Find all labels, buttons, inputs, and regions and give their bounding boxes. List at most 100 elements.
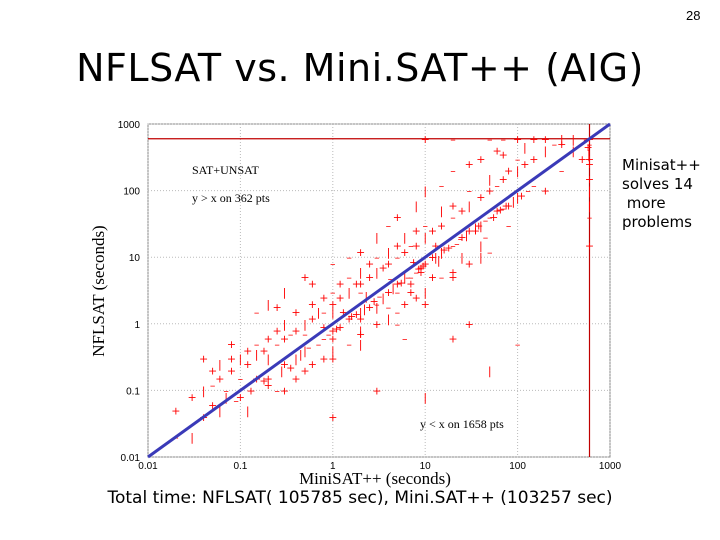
data-point: +: [465, 158, 474, 171]
data-point: +: [308, 278, 317, 291]
data-point: –: [450, 165, 456, 178]
data-point: |: [294, 353, 298, 366]
data-point: +: [412, 239, 421, 252]
data-point: |: [280, 364, 284, 377]
data-point: |: [423, 185, 427, 198]
data-point: –: [587, 211, 593, 224]
x-tick-label: 1: [330, 461, 336, 472]
data-point: +: [328, 298, 337, 311]
data-point: |: [440, 246, 444, 259]
data-point: –: [450, 211, 456, 224]
annotation-lower-1: y < x on 1658 pts: [420, 417, 504, 431]
data-point: +: [485, 185, 494, 198]
y-tick-label: 0.01: [121, 453, 141, 464]
data-point: |: [218, 358, 222, 371]
data-point: –: [388, 272, 394, 285]
x-tick-label: 0.1: [233, 461, 247, 472]
data-point: –: [587, 138, 593, 151]
data-point: |: [512, 195, 516, 208]
data-point: +: [428, 251, 437, 264]
data-point: +: [513, 133, 522, 146]
data-point: +: [465, 258, 474, 271]
data-point: –: [454, 238, 460, 251]
data-point: +: [406, 278, 415, 291]
data-point: |: [331, 306, 335, 319]
data-point: –: [395, 306, 401, 319]
data-point: –: [358, 286, 364, 299]
data-point: +: [365, 271, 374, 284]
data-point: –: [316, 338, 322, 351]
x-tick-label: 0.01: [138, 461, 158, 472]
data-point: |: [403, 231, 407, 244]
data-point: +: [291, 324, 300, 337]
data-point: +: [336, 321, 345, 334]
data-point: –: [487, 246, 493, 259]
data-point: +: [273, 324, 282, 337]
data-point: +: [474, 219, 483, 232]
data-point: +: [501, 199, 510, 212]
data-point: |: [488, 364, 492, 377]
data-point: –: [330, 286, 336, 299]
data-point: –: [233, 395, 239, 408]
data-point: +: [585, 173, 594, 186]
data-point: –: [223, 384, 229, 397]
data-point: +: [236, 391, 245, 404]
data-point: +: [246, 384, 255, 397]
data-point: +: [393, 239, 402, 252]
data-point: +: [406, 286, 415, 299]
data-point: |: [544, 145, 548, 158]
data-point: |: [266, 298, 270, 311]
y-tick-label: 100: [123, 187, 140, 198]
data-point: –: [374, 251, 380, 264]
data-point: –: [254, 306, 260, 319]
data-point: –: [487, 211, 493, 224]
data-point: +: [416, 266, 425, 279]
data-point: |: [423, 391, 427, 404]
data-point: +: [319, 321, 328, 334]
data-point: +: [308, 358, 317, 371]
data-point: –: [346, 271, 352, 284]
data-point: +: [393, 211, 402, 224]
data-point: |: [523, 141, 527, 154]
data-point: |: [434, 251, 438, 264]
data-point: |: [387, 246, 391, 259]
diagonal-segment: [147, 122, 611, 459]
data-point: –: [210, 379, 216, 392]
data-point: |: [202, 384, 206, 397]
data-point: +: [365, 258, 374, 271]
data-point: –: [395, 286, 401, 299]
data-point: –: [422, 219, 428, 232]
data-point: |: [218, 404, 222, 417]
data-point: |: [467, 199, 471, 212]
data-point: –: [531, 179, 537, 192]
data-point: |: [375, 301, 379, 314]
data-point: –: [346, 251, 352, 264]
data-point: +: [421, 258, 430, 271]
data-point: –: [274, 384, 280, 397]
data-point: +: [529, 133, 538, 146]
data-point: –: [439, 271, 445, 284]
data-point: +: [187, 391, 196, 404]
data-point: +: [300, 364, 309, 377]
data-point: +: [199, 353, 208, 366]
data-point: –: [288, 328, 294, 341]
data-point: |: [560, 133, 564, 146]
data-point: +: [352, 278, 361, 291]
data-point: +: [541, 133, 550, 146]
data-point: –: [515, 338, 521, 351]
data-point: +: [273, 301, 282, 314]
data-point: +: [414, 262, 423, 275]
data-point: |: [479, 239, 483, 252]
data-point: +: [280, 384, 289, 397]
data-point: +: [437, 219, 446, 232]
callout-line-1: Minisat++: [622, 156, 701, 174]
data-point: |: [224, 391, 228, 404]
data-point: –: [395, 318, 401, 331]
data-point: |: [381, 291, 385, 304]
data-point: +: [431, 239, 440, 252]
y-axis-label: NFLSAT (seconds): [89, 225, 108, 356]
x-tick-label: 1000: [599, 461, 622, 472]
data-point: |: [391, 282, 395, 295]
x-tick-label: 10: [420, 461, 432, 472]
data-point: +: [308, 313, 317, 326]
